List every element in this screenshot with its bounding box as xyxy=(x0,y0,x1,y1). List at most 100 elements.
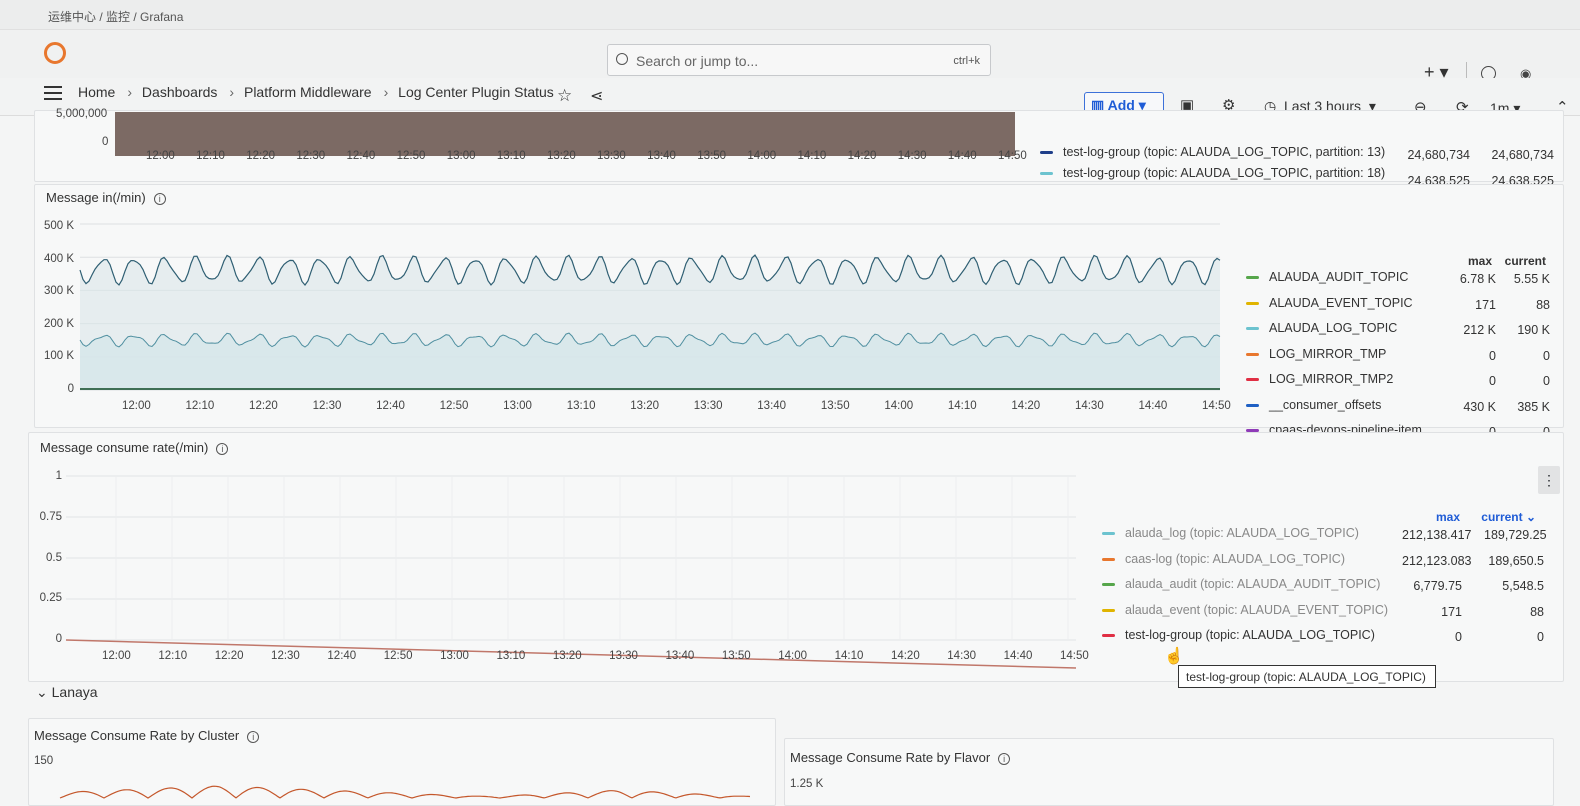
x-tick: 13:10 xyxy=(567,400,596,412)
x-tick: 12:20 xyxy=(246,150,275,162)
panel-title[interactable]: Message consume rate(/min) i xyxy=(40,440,228,455)
legend-item[interactable]: test-log-group (topic: ALAUDA_LOG_TOPIC) xyxy=(1102,628,1375,652)
message-in-plot[interactable] xyxy=(80,224,1220,414)
y-tick: 400 K xyxy=(40,253,74,265)
y-tick: 500 K xyxy=(40,220,74,232)
x-tick: 12:10 xyxy=(196,150,225,162)
x-tick: 13:10 xyxy=(497,150,526,162)
x-tick: 13:00 xyxy=(440,650,469,662)
x-tick: 14:30 xyxy=(898,150,927,162)
breadcrumb-dashboard: Log Center Plugin Status xyxy=(398,84,554,100)
x-tick: 14:20 xyxy=(891,650,920,662)
x-tick: 13:20 xyxy=(553,650,582,662)
x-tick: 14:00 xyxy=(747,150,776,162)
legend-current: 5.55 K xyxy=(1490,272,1550,286)
x-tick: 13:30 xyxy=(609,650,638,662)
panel-menu-icon[interactable]: ⋮ xyxy=(1538,466,1560,494)
legend-current: 189,729.25 xyxy=(1484,528,1544,542)
legend-item[interactable]: LOG_MIRROR_TMP2 xyxy=(1246,372,1393,396)
x-tick: 13:50 xyxy=(697,150,726,162)
info-icon[interactable]: i xyxy=(216,443,228,455)
y-tick: 150 xyxy=(34,755,53,767)
breadcrumb-folder[interactable]: Platform Middleware xyxy=(244,84,372,100)
x-tick: 14:30 xyxy=(947,650,976,662)
x-tick: 12:50 xyxy=(440,400,469,412)
cluster-plot[interactable] xyxy=(60,770,750,800)
panel-title[interactable]: Message Consume Rate by Flavor i xyxy=(790,750,1010,765)
x-tick: 14:20 xyxy=(848,150,877,162)
share-icon[interactable]: ⋖ xyxy=(590,86,603,106)
legend-swatch xyxy=(1102,634,1115,637)
info-icon[interactable]: i xyxy=(247,731,259,743)
x-tick: 12:00 xyxy=(102,650,131,662)
legend-current: 0 xyxy=(1484,630,1544,644)
series-line-cluster xyxy=(60,786,750,798)
x-tick: 13:50 xyxy=(722,650,751,662)
panel-title[interactable]: Message Consume Rate by Cluster i xyxy=(34,728,259,743)
legend-current: 385 K xyxy=(1490,400,1550,414)
x-tick: 12:30 xyxy=(313,400,342,412)
legend-item[interactable]: ALAUDA_EVENT_TOPIC xyxy=(1246,296,1413,320)
legend-max: 212 K xyxy=(1436,323,1496,337)
y-tick: 100 K xyxy=(40,350,74,362)
legend-max: 430 K xyxy=(1436,400,1496,414)
legend-max: 6,779.75 xyxy=(1402,579,1462,593)
window-path: 运维中心 / 监控 / Grafana xyxy=(48,8,183,25)
star-icon[interactable]: ☆ xyxy=(557,86,572,106)
x-tick: 14:40 xyxy=(1138,400,1167,412)
row-lanaya-toggle[interactable]: ⌄ Lanaya xyxy=(36,684,98,701)
legend-item[interactable]: __consumer_offsets xyxy=(1246,398,1381,422)
legend-item[interactable]: ALAUDA_LOG_TOPIC xyxy=(1246,321,1397,345)
legend-label: __consumer_offsets xyxy=(1269,398,1381,412)
legend-item[interactable]: alauda_log (topic: ALAUDA_LOG_TOPIC) xyxy=(1102,526,1359,550)
x-tick: 14:10 xyxy=(798,150,827,162)
window-titlebar: 运维中心 / 监控 / Grafana xyxy=(0,0,1580,30)
legend-item[interactable]: alauda_audit (topic: ALAUDA_AUDIT_TOPIC) xyxy=(1102,577,1380,601)
legend-max: 0 xyxy=(1402,630,1462,644)
x-tick: 14:10 xyxy=(948,400,977,412)
legend-label: alauda_log (topic: ALAUDA_LOG_TOPIC) xyxy=(1125,526,1359,540)
search-placeholder: Search or jump to... xyxy=(636,53,758,69)
x-tick: 12:30 xyxy=(296,150,325,162)
col-header-current[interactable]: current xyxy=(1494,254,1546,268)
legend-item[interactable]: ALAUDA_AUDIT_TOPIC xyxy=(1246,270,1408,294)
info-icon[interactable]: i xyxy=(154,193,166,205)
y-tick: 0 xyxy=(28,633,62,645)
y-tick: 1.25 K xyxy=(790,778,823,790)
legend-max: 0 xyxy=(1436,349,1496,363)
y-tick: 0.75 xyxy=(28,511,62,523)
x-tick: 14:50 xyxy=(1202,400,1231,412)
x-tick: 12:00 xyxy=(146,150,175,162)
legend-current: 88 xyxy=(1484,605,1544,619)
consume-rate-plot[interactable] xyxy=(66,476,1076,670)
breadcrumb-home[interactable]: Home xyxy=(78,84,115,100)
legend-label: LOG_MIRROR_TMP2 xyxy=(1269,372,1393,386)
col-header-current[interactable]: current ⌄ xyxy=(1470,510,1536,524)
search-icon xyxy=(616,53,628,65)
x-tick: 13:40 xyxy=(666,650,695,662)
x-tick: 13:10 xyxy=(496,650,525,662)
legend-swatch xyxy=(1102,558,1115,561)
x-tick: 13:00 xyxy=(503,400,532,412)
legend-current: 189,650.5 xyxy=(1484,554,1544,568)
menu-toggle-icon[interactable] xyxy=(44,86,62,100)
legend-item[interactable]: caas-log (topic: ALAUDA_LOG_TOPIC) xyxy=(1102,552,1345,576)
x-tick: 14:30 xyxy=(1075,400,1104,412)
x-tick: 14:40 xyxy=(1004,650,1033,662)
col-header-max[interactable]: max xyxy=(1440,254,1492,268)
flavor-panel xyxy=(784,738,1554,806)
search-box[interactable]: Search or jump to... ctrl+k xyxy=(607,44,991,76)
col-header-max[interactable]: max xyxy=(1408,510,1460,524)
info-icon[interactable]: i xyxy=(998,753,1010,765)
breadcrumb-dashboards[interactable]: Dashboards xyxy=(142,84,218,100)
x-tick: 12:10 xyxy=(158,650,187,662)
mouse-cursor-icon: ☝ xyxy=(1164,646,1184,666)
grafana-logo-icon[interactable] xyxy=(44,42,66,64)
panel-title[interactable]: Message in(/min) i xyxy=(46,190,166,205)
legend-item[interactable]: LOG_MIRROR_TMP xyxy=(1246,347,1386,371)
legend-item[interactable]: alauda_event (topic: ALAUDA_EVENT_TOPIC) xyxy=(1102,603,1388,627)
legend-current: 88 xyxy=(1490,298,1550,312)
x-tick: 12:20 xyxy=(215,650,244,662)
legend-swatch xyxy=(1102,532,1115,535)
x-tick: 13:50 xyxy=(821,400,850,412)
